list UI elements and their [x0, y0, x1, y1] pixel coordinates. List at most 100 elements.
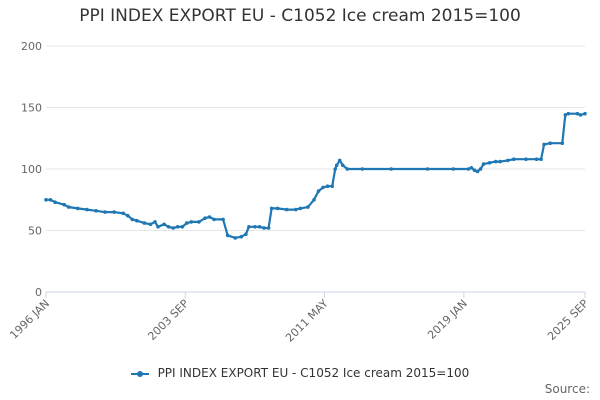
y-tick-label: 50	[28, 225, 42, 238]
data-point[interactable]	[321, 185, 325, 190]
data-point[interactable]	[493, 159, 498, 164]
data-point[interactable]	[112, 210, 116, 214]
data-point[interactable]	[325, 184, 330, 188]
x-tick-label: 2025 SEP	[545, 297, 591, 343]
data-point[interactable]	[548, 141, 552, 145]
data-point[interactable]	[142, 221, 147, 225]
data-point[interactable]	[197, 220, 201, 224]
data-point[interactable]	[262, 226, 266, 230]
data-point[interactable]	[203, 216, 207, 220]
data-point[interactable]	[253, 225, 257, 229]
data-point[interactable]	[148, 222, 153, 227]
data-point[interactable]	[239, 234, 244, 239]
source-label: Source:	[544, 382, 590, 396]
data-point[interactable]	[583, 111, 587, 116]
data-point[interactable]	[171, 226, 175, 230]
x-axis-ticks: 1996 JAN 2003 SEP 2011 MAY 2019 JAN 2025 SEP	[7, 292, 591, 345]
x-tick-label: 1996 JAN	[7, 297, 52, 342]
data-point[interactable]	[44, 198, 48, 202]
chart-title: PPI INDEX EXPORT EU - C1052 Ice cream 20…	[79, 6, 521, 26]
data-point[interactable]	[189, 220, 194, 224]
x-tick-label: 2003 SEP	[145, 297, 191, 343]
data-point[interactable]	[156, 225, 160, 229]
data-point[interactable]	[266, 226, 271, 230]
data-point[interactable]	[478, 167, 483, 171]
y-tick-label: 0	[35, 286, 42, 299]
y-axis-ticks: 0 50 100 150 200	[21, 40, 42, 299]
data-point[interactable]	[334, 163, 339, 168]
data-point[interactable]	[506, 158, 510, 163]
y-tick-label: 150	[21, 102, 42, 115]
data-point[interactable]	[330, 184, 335, 188]
data-point[interactable]	[306, 205, 310, 209]
data-point[interactable]	[487, 161, 492, 165]
data-point[interactable]	[66, 205, 71, 209]
data-point[interactable]	[247, 225, 251, 229]
data-point[interactable]	[225, 233, 230, 238]
data-point[interactable]	[233, 236, 238, 240]
data-point[interactable]	[76, 206, 80, 211]
data-point[interactable]	[85, 207, 89, 212]
data-point[interactable]	[103, 210, 107, 214]
data-point[interactable]	[534, 157, 539, 161]
x-tick-label: 2011 MAY	[283, 297, 331, 345]
data-point[interactable]	[166, 225, 171, 229]
data-point[interactable]	[539, 157, 543, 161]
data-point[interactable]	[207, 215, 212, 219]
data-point[interactable]	[175, 225, 180, 229]
data-point[interactable]	[284, 207, 289, 212]
data-point[interactable]	[451, 167, 456, 171]
data-point[interactable]	[481, 162, 486, 166]
data-point[interactable]	[475, 169, 480, 174]
legend-series-label: PPI INDEX EXPORT EU - C1052 Ice cream 20…	[157, 366, 470, 380]
data-point[interactable]	[185, 221, 189, 225]
data-point[interactable]	[542, 142, 546, 147]
y-tick-label: 200	[21, 40, 42, 53]
data-point[interactable]	[275, 206, 280, 211]
data-point[interactable]	[578, 113, 583, 117]
data-point[interactable]	[312, 198, 316, 202]
data-point[interactable]	[472, 168, 477, 172]
data-point[interactable]	[337, 158, 342, 163]
data-point[interactable]	[298, 206, 303, 211]
data-point[interactable]	[62, 202, 66, 207]
data-point[interactable]	[389, 167, 394, 171]
data-point[interactable]	[126, 213, 130, 218]
data-point[interactable]	[257, 225, 262, 229]
data-point[interactable]	[94, 209, 98, 213]
data-point[interactable]	[53, 200, 57, 204]
data-point[interactable]	[345, 167, 350, 171]
legend-series-marker	[130, 370, 149, 377]
data-point[interactable]	[212, 217, 216, 222]
data-point[interactable]	[524, 157, 528, 161]
data-point[interactable]	[566, 111, 571, 116]
data-point[interactable]	[294, 207, 298, 212]
data-point[interactable]	[512, 157, 516, 161]
data-point[interactable]	[269, 206, 274, 211]
y-tick-label: 100	[21, 163, 42, 176]
data-point[interactable]	[121, 211, 125, 216]
data-point[interactable]	[221, 217, 225, 222]
data-point[interactable]	[341, 163, 345, 168]
data-point[interactable]	[469, 166, 474, 170]
data-point[interactable]	[153, 220, 157, 224]
legend[interactable]: PPI INDEX EXPORT EU - C1052 Ice cream 20…	[0, 366, 600, 380]
data-point[interactable]	[333, 167, 338, 171]
data-point[interactable]	[360, 167, 365, 171]
data-point[interactable]	[563, 113, 568, 117]
data-point[interactable]	[244, 232, 248, 236]
data-point[interactable]	[425, 167, 430, 171]
x-tick-label: 2019 JAN	[425, 297, 470, 342]
data-point[interactable]	[48, 198, 53, 202]
data-point[interactable]	[466, 167, 471, 171]
data-point[interactable]	[575, 111, 580, 116]
data-point[interactable]	[560, 141, 565, 145]
data-point[interactable]	[135, 218, 139, 223]
data-point[interactable]	[498, 159, 503, 164]
grid-lines	[46, 45, 585, 231]
series-line	[46, 112, 586, 239]
data-point[interactable]	[180, 225, 185, 229]
data-point[interactable]	[130, 217, 135, 222]
data-point[interactable]	[162, 222, 166, 227]
data-point[interactable]	[316, 189, 321, 193]
